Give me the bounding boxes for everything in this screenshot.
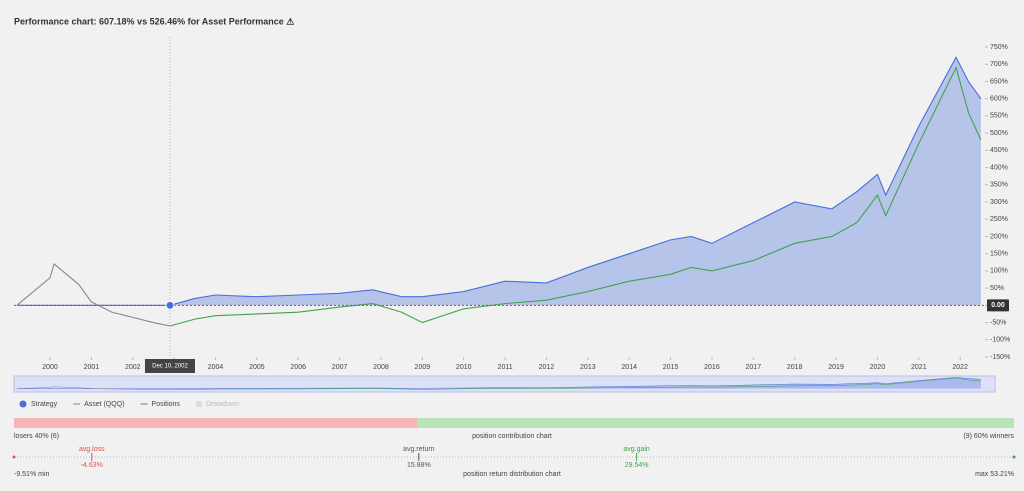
contribution-title: position contribution chart <box>472 433 552 440</box>
y-tick-label: -100% <box>990 337 1010 344</box>
distribution-marker-name: avg.return <box>403 446 435 453</box>
y-tick-label: 250% <box>990 216 1008 223</box>
x-tick-label: 2002 <box>125 364 141 371</box>
y-tick-label: 700% <box>990 61 1008 68</box>
x-tick-label: 2015 <box>663 364 679 371</box>
losers-label: losers 40% (6) <box>14 433 59 440</box>
x-tick-label: 2019 <box>828 364 844 371</box>
series-area <box>16 57 981 306</box>
x-tick-label: 2008 <box>373 364 389 371</box>
x-tick-label: 2020 <box>870 364 886 371</box>
y-tick-label: 100% <box>990 268 1008 275</box>
reference-label-bg <box>987 299 1009 312</box>
x-tick-label: 2001 <box>84 364 100 371</box>
x-tick-label: 2010 <box>456 364 472 371</box>
legend-marker <box>19 400 27 408</box>
y-tick-label: 350% <box>990 182 1008 189</box>
navigator[interactable] <box>13 375 996 393</box>
y-tick-label: 400% <box>990 164 1008 171</box>
y-tick-label: 650% <box>990 78 1008 85</box>
chart-title: Performance chart: 607.18% vs 526.46% fo… <box>14 16 294 26</box>
y-tick-label: 450% <box>990 147 1008 154</box>
legend-label[interactable]: Strategy <box>31 401 58 408</box>
x-tick-label: 2021 <box>911 364 927 371</box>
x-tick-label: 2022 <box>952 364 968 371</box>
series-line <box>169 66 982 327</box>
distribution-marker-value: 29.54% <box>625 462 649 469</box>
series-area <box>16 377 981 389</box>
x-tick-label: 2014 <box>621 364 637 371</box>
cursor-dot <box>165 300 175 310</box>
legend-label[interactable]: Positions <box>152 401 181 408</box>
x-tick-label: 2018 <box>787 364 803 371</box>
cursor-label-bg <box>144 359 195 373</box>
distribution-marker-value: 15.88% <box>407 462 431 469</box>
y-tick-label: 500% <box>990 130 1008 137</box>
distribution-marker-name: avg.gain <box>623 446 650 453</box>
x-tick-label: 2012 <box>539 364 555 371</box>
x-tick-label: 2016 <box>704 364 720 371</box>
distribution-point <box>1012 455 1016 459</box>
distribution-max: max 53.21% <box>975 471 1014 478</box>
series-line <box>16 56 982 306</box>
x-tick-label: 2000 <box>42 364 58 371</box>
cursor-label: Dec 10, 2002 <box>152 364 188 370</box>
distribution-title: position return distribution chart <box>463 471 561 478</box>
y-tick-label: 600% <box>990 96 1008 103</box>
y-tick-label: 200% <box>990 233 1008 240</box>
y-tick-label: -50% <box>990 319 1006 326</box>
reference-label: 0.00 <box>991 302 1005 309</box>
x-tick-label: 2007 <box>332 364 348 371</box>
series-line <box>16 377 981 389</box>
series-line <box>16 263 171 327</box>
distribution-point <box>12 455 16 459</box>
legend-label[interactable]: Drawdown <box>206 401 239 408</box>
y-tick-label: 300% <box>990 199 1008 206</box>
x-tick-label: 2017 <box>746 364 762 371</box>
series-line <box>16 386 170 390</box>
winners-label: (9) 60% winners <box>963 433 1014 440</box>
x-tick-label: 2013 <box>580 364 596 371</box>
y-tick-label: 550% <box>990 113 1008 120</box>
x-tick-label: 2005 <box>249 364 265 371</box>
x-tick-label: 2011 <box>498 364 513 371</box>
legend-label[interactable]: Asset (QQQ) <box>84 401 124 408</box>
winners-bar <box>417 418 1014 428</box>
y-tick-label: 750% <box>990 44 1008 51</box>
distribution-min: -9.51% min <box>14 471 50 478</box>
x-tick-label: 2009 <box>415 364 431 371</box>
losers-bar <box>14 418 417 428</box>
y-tick-label: 150% <box>990 251 1008 258</box>
x-tick-label: 2006 <box>290 364 306 371</box>
legend-marker <box>195 401 202 407</box>
distribution-marker-value: -4.63% <box>81 462 103 469</box>
distribution-marker-name: avg.loss <box>79 446 105 453</box>
y-tick-label: -150% <box>990 354 1010 361</box>
series-line <box>169 377 981 390</box>
y-tick-label: 50% <box>990 285 1004 292</box>
x-tick-label: 2004 <box>208 364 224 371</box>
